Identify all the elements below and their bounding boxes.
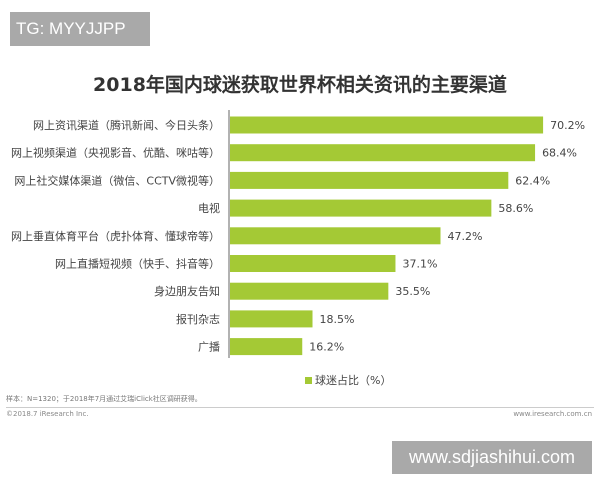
legend-swatch xyxy=(305,376,312,384)
data-label: 58.6% xyxy=(498,202,533,215)
data-label: 62.4% xyxy=(515,174,550,187)
legend: 球迷占比（%） xyxy=(305,372,391,388)
category-label: 报刊杂志 xyxy=(176,312,220,326)
data-label: 16.2% xyxy=(309,341,344,354)
bar xyxy=(230,116,544,134)
category-label: 身边朋友告知 xyxy=(154,284,220,298)
bar xyxy=(230,199,492,217)
divider xyxy=(6,407,594,408)
data-label: 47.2% xyxy=(448,230,483,243)
category-label: 广播 xyxy=(198,340,220,354)
category-label: 网上视频渠道（央视影音、优酷、咪咕等） xyxy=(11,146,220,160)
category-label: 网上社交媒体渠道（微信、CCTV微视等） xyxy=(14,173,220,187)
bar xyxy=(230,255,396,272)
bar xyxy=(230,338,303,356)
category-label: 网上垂直体育平台（虎扑体育、懂球帝等） xyxy=(11,229,220,243)
watermark-top: TG: MYYJJPP xyxy=(10,12,150,46)
category-label: 网上资讯渠道（腾讯新闻、今日头条） xyxy=(33,118,220,132)
website: www.iresearch.com.cn xyxy=(513,410,592,418)
chart-title: 2018年国内球迷获取世界杯相关资讯的主要渠道 xyxy=(93,74,507,96)
legend-label: 球迷占比（%） xyxy=(315,374,392,387)
bar xyxy=(230,310,313,328)
data-label: 37.1% xyxy=(402,258,437,271)
data-label: 35.5% xyxy=(395,285,430,298)
data-label: 68.4% xyxy=(542,147,577,160)
data-label: 18.5% xyxy=(320,313,355,326)
copyright: ©2018.7 iResearch Inc. xyxy=(6,410,89,418)
watermark-bottom: www.sdjiashihui.com xyxy=(392,441,592,474)
category-label: 电视 xyxy=(198,201,220,215)
bar xyxy=(230,144,536,162)
data-label: 70.2% xyxy=(550,119,585,132)
bar xyxy=(230,227,441,245)
bar xyxy=(230,171,509,189)
category-label: 网上直播短视频（快手、抖音等） xyxy=(55,257,220,271)
footnote: 样本：N=1320；于2018年7月通过艾瑞iClick社区调研获得。 xyxy=(6,395,202,403)
bar xyxy=(230,282,389,300)
